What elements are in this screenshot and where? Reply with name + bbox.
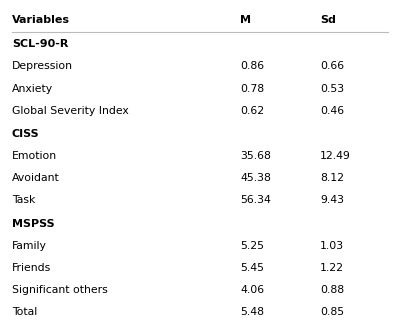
Text: 9.43: 9.43 bbox=[320, 195, 344, 205]
Text: CISS: CISS bbox=[12, 129, 40, 139]
Text: MSPSS: MSPSS bbox=[12, 219, 55, 229]
Text: Friends: Friends bbox=[12, 263, 51, 273]
Text: 5.48: 5.48 bbox=[240, 307, 264, 317]
Text: Avoidant: Avoidant bbox=[12, 173, 60, 183]
Text: Total: Total bbox=[12, 307, 37, 317]
Text: 45.38: 45.38 bbox=[240, 173, 271, 183]
Text: 1.03: 1.03 bbox=[320, 241, 344, 251]
Text: Variables: Variables bbox=[12, 15, 70, 25]
Text: Emotion: Emotion bbox=[12, 151, 57, 161]
Text: M: M bbox=[240, 15, 251, 25]
Text: 8.12: 8.12 bbox=[320, 173, 344, 183]
Text: 0.78: 0.78 bbox=[240, 84, 264, 94]
Text: 0.88: 0.88 bbox=[320, 285, 344, 295]
Text: 35.68: 35.68 bbox=[240, 151, 271, 161]
Text: Task: Task bbox=[12, 195, 35, 205]
Text: SCL-90-R: SCL-90-R bbox=[12, 39, 68, 49]
Text: 1.22: 1.22 bbox=[320, 263, 344, 273]
Text: 5.45: 5.45 bbox=[240, 263, 264, 273]
Text: 0.53: 0.53 bbox=[320, 84, 344, 94]
Text: Anxiety: Anxiety bbox=[12, 84, 53, 94]
Text: 0.66: 0.66 bbox=[320, 61, 344, 72]
Text: 4.06: 4.06 bbox=[240, 285, 264, 295]
Text: 0.86: 0.86 bbox=[240, 61, 264, 72]
Text: Significant others: Significant others bbox=[12, 285, 108, 295]
Text: Sd: Sd bbox=[320, 15, 336, 25]
Text: 0.62: 0.62 bbox=[240, 106, 264, 116]
Text: Family: Family bbox=[12, 241, 47, 251]
Text: 56.34: 56.34 bbox=[240, 195, 271, 205]
Text: 0.85: 0.85 bbox=[320, 307, 344, 317]
Text: Global Severity Index: Global Severity Index bbox=[12, 106, 129, 116]
Text: 12.49: 12.49 bbox=[320, 151, 351, 161]
Text: Depression: Depression bbox=[12, 61, 73, 72]
Text: 0.46: 0.46 bbox=[320, 106, 344, 116]
Text: 5.25: 5.25 bbox=[240, 241, 264, 251]
